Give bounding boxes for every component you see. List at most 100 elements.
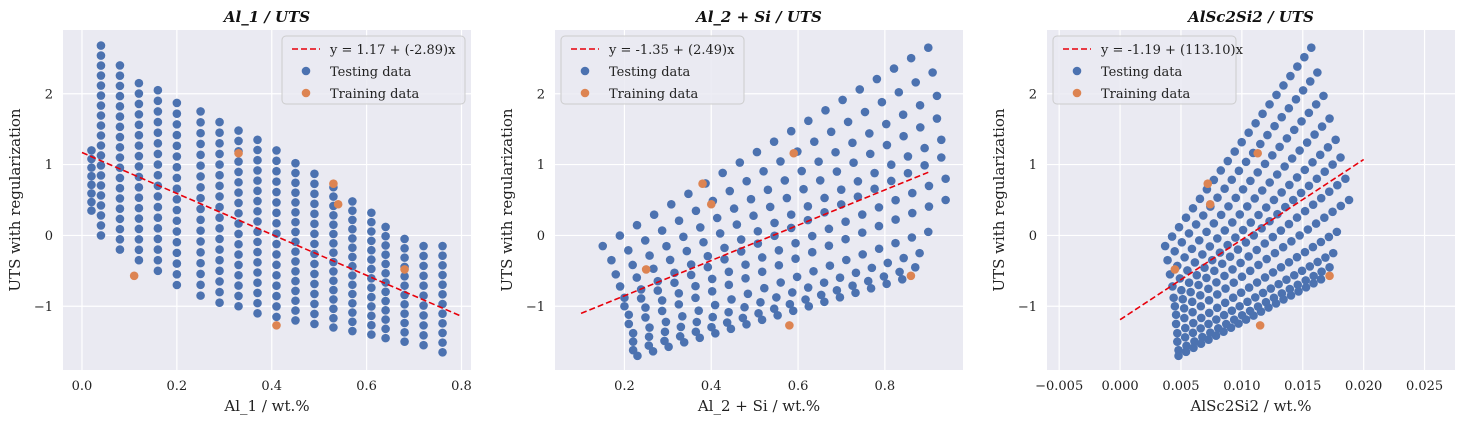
testing-data-point [615, 282, 625, 291]
testing-data-point [782, 193, 792, 203]
testing-data-point [819, 278, 829, 287]
testing-data-point [215, 192, 224, 201]
testing-data-point [310, 289, 319, 299]
testing-data-point [774, 246, 784, 255]
testing-data-point [1257, 224, 1266, 233]
testing-data-point [898, 110, 908, 119]
testing-data-point [134, 214, 144, 223]
testing-data-point [400, 309, 409, 318]
testing-data-point [1220, 271, 1229, 281]
testing-data-point [1244, 128, 1253, 138]
testing-data-point [645, 323, 654, 332]
testing-data-point [1312, 174, 1322, 184]
legend-label-testing: Testing data [1101, 65, 1183, 80]
testing-data-point [1272, 170, 1282, 179]
testing-data-point [196, 269, 205, 279]
testing-data-point [686, 270, 696, 280]
testing-data-point [196, 139, 205, 149]
testing-data-point [809, 137, 819, 146]
testing-data-point [234, 188, 243, 197]
legend-label-fit: y = -1.35 + (2.49)x [608, 43, 735, 58]
testing-data-point [196, 182, 205, 192]
testing-data-point [1294, 287, 1303, 296]
testing-data-point [1242, 202, 1252, 211]
testing-data-point [310, 319, 319, 329]
x-tick-label: 0.0 [72, 379, 93, 394]
testing-data-point [367, 264, 376, 274]
testing-data-point [1205, 242, 1215, 251]
testing-data-point [923, 227, 933, 237]
testing-data-point [1170, 246, 1180, 256]
testing-data-point [196, 215, 205, 225]
testing-data-point [607, 255, 616, 265]
testing-data-point [172, 152, 182, 161]
testing-data-point [695, 223, 705, 232]
testing-data-point [803, 283, 813, 292]
testing-data-point [769, 137, 779, 146]
legend-marker-training [580, 88, 590, 98]
chart-panel-2: 0.2 0.4 0.6 0.8 −1 0 1 2 Al_2 + Si / UTS Al_2 + S… [498, 8, 963, 415]
testing-data-point [676, 322, 686, 332]
testing-data-point [924, 202, 934, 211]
data-layer [580, 43, 950, 361]
testing-data-point [720, 243, 729, 253]
testing-data-point [291, 168, 300, 178]
testing-data-point [1163, 255, 1172, 265]
testing-data-point [1287, 237, 1296, 246]
testing-data-point [1204, 284, 1213, 294]
testing-data-point [381, 241, 390, 250]
y-tick-label: −1 [34, 300, 53, 315]
testing-data-point [932, 91, 942, 101]
testing-data-point [196, 280, 205, 290]
x-tick-label: 0.6 [356, 379, 377, 394]
testing-data-point [756, 298, 765, 307]
testing-data-point [438, 241, 447, 251]
testing-data-point [1308, 158, 1317, 167]
testing-data-point [291, 158, 300, 168]
testing-data-point [348, 317, 357, 327]
testing-data-point [895, 267, 904, 277]
regression-line [81, 151, 462, 318]
testing-data-point [835, 273, 845, 283]
y-tick-label: −1 [526, 300, 545, 315]
testing-data-point [400, 281, 409, 290]
testing-data-point [1268, 268, 1278, 277]
testing-data-point [1204, 308, 1214, 318]
testing-data-point [96, 131, 106, 140]
testing-data-point [172, 141, 182, 151]
testing-data-point [882, 279, 891, 289]
testing-data-point [1284, 103, 1294, 113]
legend-label-training: Training data [330, 87, 419, 102]
testing-data-point [400, 253, 409, 262]
testing-data-point [291, 247, 300, 256]
testing-data-point [234, 208, 243, 218]
testing-data-point [1304, 181, 1314, 191]
testing-data-point [253, 135, 262, 145]
testing-data-point [291, 286, 300, 296]
testing-data-point [1236, 288, 1246, 297]
testing-data-point [196, 193, 205, 203]
testing-data-point [645, 251, 654, 260]
testing-data-point [272, 291, 281, 301]
testing-data-point [1252, 278, 1262, 287]
testing-data-point [691, 293, 700, 303]
testing-data-point [153, 117, 163, 127]
testing-data-point [310, 179, 319, 189]
testing-data-point [928, 68, 937, 77]
training-data-point [234, 148, 243, 158]
testing-data-point [809, 266, 818, 276]
chart-panel-1: 0.0 0.2 0.4 0.6 0.8 −1 0 1 2 Al_1 / UTS Al_1 / wt.… [6, 8, 472, 415]
testing-data-point [96, 111, 106, 120]
testing-data-point [1234, 166, 1244, 176]
testing-data-point [253, 309, 262, 318]
testing-data-point [807, 231, 817, 241]
testing-data-point [1181, 213, 1191, 223]
testing-data-point [329, 313, 338, 323]
testing-data-point [96, 61, 106, 70]
testing-data-point [291, 306, 300, 315]
testing-data-point [234, 136, 243, 146]
testing-data-point [691, 281, 700, 291]
testing-data-point [742, 176, 751, 186]
testing-data-point [134, 110, 144, 119]
testing-data-point [906, 53, 916, 63]
